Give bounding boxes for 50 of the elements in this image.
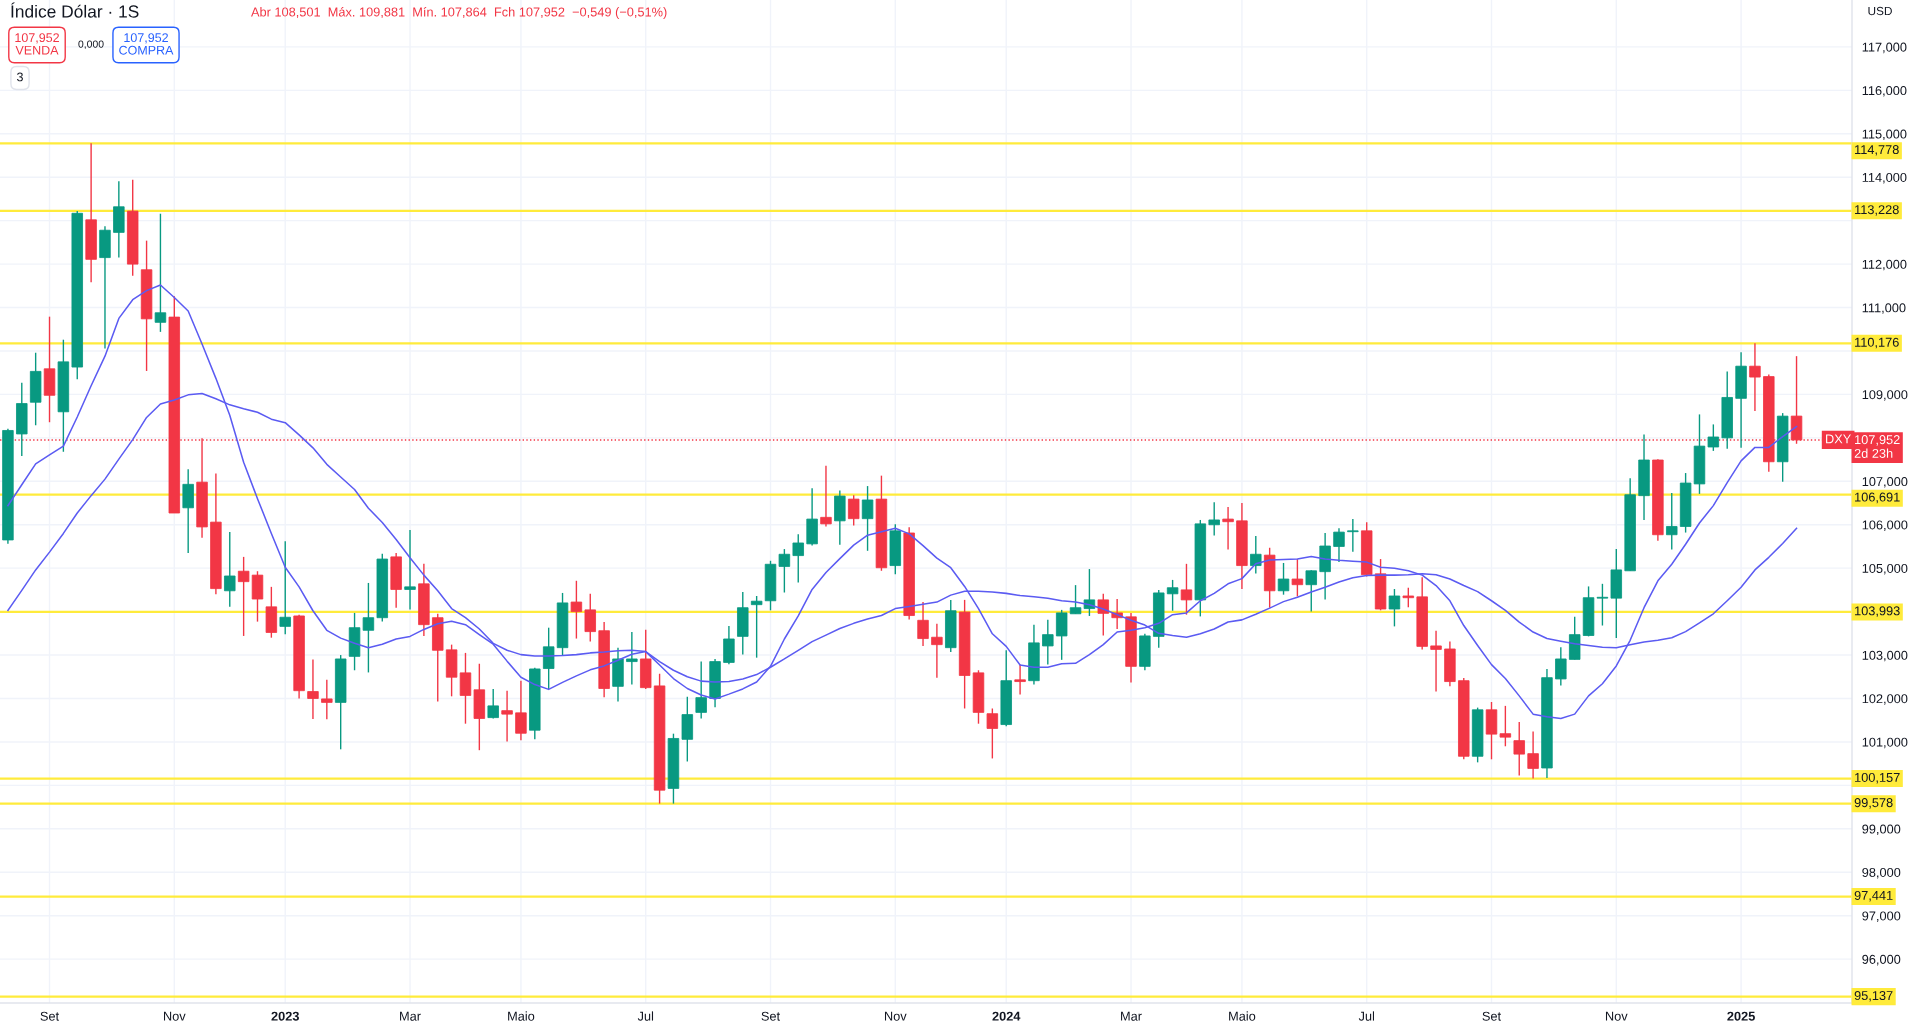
- ref-line-label: 95,137: [1854, 991, 1893, 1002]
- text: USD: [1868, 6, 1892, 16]
- x-tick-label: 2024: [992, 1011, 1021, 1021]
- y-tick-label: 116,000: [1862, 86, 1907, 97]
- y-tick-label: 103,000: [1862, 650, 1908, 662]
- ref-line-label: 114,778: [1855, 145, 1899, 156]
- x-tick-label: Set: [1482, 1011, 1501, 1021]
- annotation: 107,952 COMPRA: [119, 33, 174, 55]
- y-tick-label: 101,000: [1862, 737, 1908, 749]
- x-tick-label: Nov: [884, 1011, 907, 1021]
- ref-line-label: 110,176: [1855, 337, 1899, 349]
- text: Abr 108,501 Máx. 109,881 Mín. 107,864 Fch 107,952 −0,549 (−0,51%): [251, 6, 667, 20]
- y-tick-label: 117,000: [1862, 42, 1907, 54]
- y-tick-label: 96,000: [1862, 954, 1901, 966]
- x-tick-label: Jul: [1358, 1011, 1375, 1021]
- ref-line-label: 100,157: [1855, 772, 1900, 784]
- x-tick-label: Mar: [400, 1011, 421, 1021]
- x-tick-label: Maio: [1229, 1011, 1256, 1021]
- y-tick-label: 109,000: [1862, 390, 1908, 401]
- x-tick-label: Maio: [508, 1011, 535, 1021]
- annotation: DXY: [1826, 434, 1851, 444]
- ref-line-label: 103,993: [1855, 606, 1900, 617]
- chart-title: Índice Dólar · 1S: [11, 2, 139, 18]
- annotation: 0,000: [78, 40, 104, 50]
- y-tick-label: 107,000: [1862, 477, 1908, 488]
- x-tick-label: Set: [40, 1011, 60, 1021]
- y-tick-label: 115,000: [1862, 129, 1907, 141]
- ref-line-label: 107,952 2d 23h: [1854, 435, 1900, 458]
- x-tick-label: Nov: [1605, 1011, 1628, 1021]
- y-tick-label: 97,000: [1862, 911, 1901, 922]
- x-tick-label: Set: [761, 1011, 781, 1021]
- y-tick-label: 111,000: [1862, 303, 1906, 314]
- x-tick-label: 2025: [1727, 1011, 1755, 1021]
- y-tick-label: 106,000: [1862, 520, 1908, 531]
- y-tick-label: 105,000: [1862, 563, 1908, 575]
- ref-line-label: 106,691: [1855, 492, 1900, 504]
- ref-line-label: 97,441: [1854, 890, 1893, 902]
- y-tick-label: 112,000: [1862, 259, 1907, 271]
- x-tick-label: Mar: [1121, 1011, 1142, 1021]
- y-tick-label: 98,000: [1862, 867, 1901, 879]
- y-tick-label: 102,000: [1862, 694, 1908, 705]
- ref-line-label: 99,578: [1854, 798, 1893, 809]
- annotation: 3: [17, 72, 23, 82]
- x-tick-label: Jul: [637, 1011, 654, 1021]
- ref-line-label: 113,228: [1855, 205, 1899, 216]
- y-tick-label: 99,000: [1862, 824, 1901, 836]
- annotation: 107,952 VENDA: [15, 33, 59, 55]
- y-tick-label: 114,000: [1862, 172, 1907, 184]
- x-tick-label: 2023: [271, 1011, 299, 1021]
- x-tick-label: Nov: [163, 1011, 186, 1021]
